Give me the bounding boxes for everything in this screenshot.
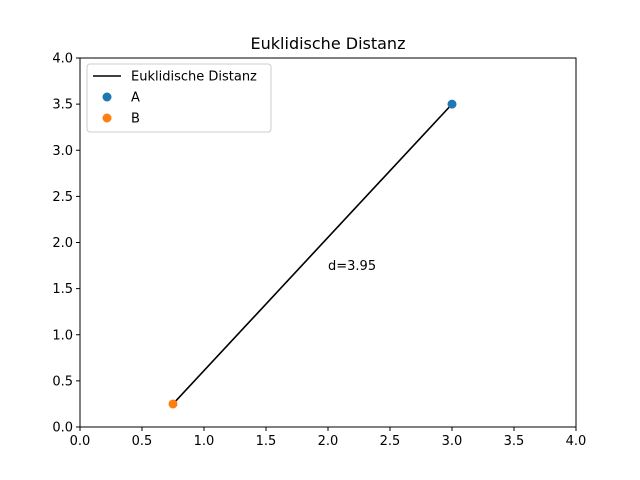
x-tick-label: 0.0	[70, 434, 91, 449]
legend-label: B	[131, 112, 140, 127]
y-tick-label: 2.5	[52, 190, 73, 205]
plot-frame	[79, 57, 577, 428]
legend-label: A	[131, 91, 140, 106]
x-tick-label: 1.5	[256, 434, 277, 449]
distance-annotation: d=3.95	[328, 259, 376, 274]
y-tick-label: 3.0	[52, 144, 73, 159]
x-axis: 0.0 0.5 1.0 1.5 2.0 2.5 3.0 3.5 4.0	[70, 427, 587, 449]
y-tick-label: 3.5	[52, 98, 73, 113]
chart-title: Euklidische Distanz	[251, 34, 406, 53]
y-tick-label: 0.0	[52, 421, 73, 436]
x-tick-label: 4.0	[566, 434, 587, 449]
plot-marks: d=3.95	[168, 99, 457, 409]
x-tick-label: 2.5	[380, 434, 401, 449]
legend-box	[86, 63, 272, 133]
distance-line	[172, 103, 453, 405]
legend-marker-b	[102, 113, 112, 123]
legend: Euklidische Distanz AB	[86, 63, 272, 133]
y-tick-label: 0.5	[52, 374, 73, 389]
x-tick-label: 2.0	[318, 434, 339, 449]
y-tick-label: 2.0	[52, 236, 73, 251]
y-tick-label: 1.5	[52, 282, 73, 297]
x-tick-label: 3.5	[504, 434, 525, 449]
x-tick-label: 0.5	[132, 434, 153, 449]
y-axis: 0.0 0.5 1.0 1.5 2.0 2.5 3.0 3.5 4.0	[52, 52, 80, 436]
legend-label: Euklidische Distanz	[131, 70, 257, 85]
legend-marker-a	[102, 92, 112, 102]
point-a	[447, 99, 457, 109]
y-tick-label: 1.0	[52, 328, 73, 343]
point-b	[168, 399, 178, 409]
x-tick-label: 3.0	[442, 434, 463, 449]
x-tick-label: 1.0	[194, 434, 215, 449]
y-tick-label: 4.0	[52, 52, 73, 67]
